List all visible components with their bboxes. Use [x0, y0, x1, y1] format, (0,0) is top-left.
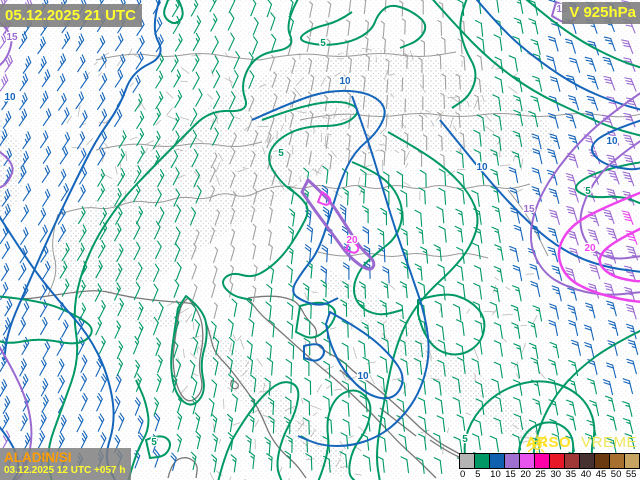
- svg-text:10: 10: [606, 136, 618, 147]
- svg-text:10: 10: [4, 92, 16, 103]
- svg-text:5: 5: [278, 148, 284, 159]
- svg-text:10: 10: [476, 162, 488, 173]
- colorbar-cell: [595, 454, 609, 468]
- svg-text:5: 5: [151, 437, 157, 448]
- colorbar-cells: [459, 453, 640, 469]
- colorbar-cell: [565, 454, 579, 468]
- colorbar-tick-label: 0: [460, 469, 466, 480]
- svg-text:15: 15: [6, 32, 18, 43]
- model-info-box: ALADIN/SI 03.12.2025 12 UTC +057 h: [0, 448, 131, 480]
- colorbar-tick-label: 40: [580, 469, 592, 480]
- colorbar-cell: [625, 454, 639, 468]
- colorbar-tick-label: 5: [475, 469, 481, 480]
- arso-brand: ARSO VREME: [526, 434, 637, 456]
- svg-text:5: 5: [585, 186, 591, 197]
- colorbar-tick-label: 10: [490, 469, 501, 480]
- valid-time-text: 05.12.2025 21 UTC: [5, 7, 136, 24]
- colorbar-cell: [490, 454, 504, 468]
- colorbar-tick-label: 55: [625, 469, 637, 480]
- colorbar-cell: [550, 454, 564, 468]
- svg-text:15: 15: [523, 204, 535, 215]
- colorbar-labels: 0 5 10 15 20 25 30 35 40 45 50 55: [459, 469, 640, 480]
- svg-text:5: 5: [320, 38, 326, 49]
- svg-text:10: 10: [339, 76, 351, 87]
- colorbar-cell: [460, 454, 474, 468]
- field-label-text: V 925hPa: [569, 4, 636, 21]
- brand-product-text: VREME: [581, 434, 637, 451]
- colorbar-tick-label: 30: [550, 469, 562, 480]
- svg-text:10: 10: [357, 371, 369, 382]
- wind-speed-colorbar: 0 5 10 15 20 25 30 35 40 45 50 55: [459, 453, 640, 480]
- colorbar-cell: [580, 454, 594, 468]
- colorbar-tick-label: 15: [505, 469, 516, 480]
- model-run-info: 03.12.2025 12 UTC +057 h: [4, 465, 126, 476]
- colorbar-tick-label: 45: [595, 469, 607, 480]
- colorbar-tick-label: 35: [565, 469, 577, 480]
- model-name: ALADIN/SI: [4, 450, 72, 465]
- field-label-box: V 925hPa: [562, 2, 640, 24]
- svg-text:20: 20: [346, 235, 358, 246]
- colorbar-cell: [475, 454, 489, 468]
- colorbar-tick-label: 20: [520, 469, 531, 480]
- colorbar-cell: [535, 454, 549, 468]
- valid-time-box: 05.12.2025 21 UTC: [0, 4, 142, 27]
- colorbar-tick-label: 25: [535, 469, 546, 480]
- colorbar-cell: [505, 454, 519, 468]
- contour-labels-layer: 5105151010515201010551520: [3, 3, 619, 450]
- svg-text:5: 5: [462, 434, 468, 445]
- colorbar-cell: [520, 454, 534, 468]
- colorbar-cell: [610, 454, 624, 468]
- svg-text:20: 20: [584, 243, 596, 254]
- colorbar-tick-label: 50: [610, 469, 622, 480]
